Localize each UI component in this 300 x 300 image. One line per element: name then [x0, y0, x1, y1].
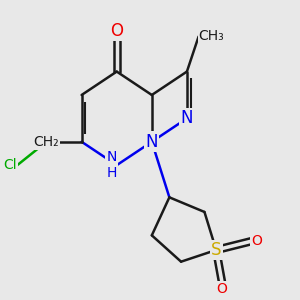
- Text: O: O: [110, 22, 123, 40]
- Text: O: O: [217, 282, 227, 296]
- Text: S: S: [211, 241, 221, 259]
- Text: O: O: [251, 234, 262, 248]
- Text: N: N: [181, 110, 193, 128]
- Text: N: N: [146, 133, 158, 151]
- Text: Cl: Cl: [4, 158, 17, 172]
- Text: CH₃: CH₃: [199, 29, 224, 44]
- Text: N
H: N H: [106, 150, 117, 180]
- Text: CH₂: CH₂: [34, 135, 59, 149]
